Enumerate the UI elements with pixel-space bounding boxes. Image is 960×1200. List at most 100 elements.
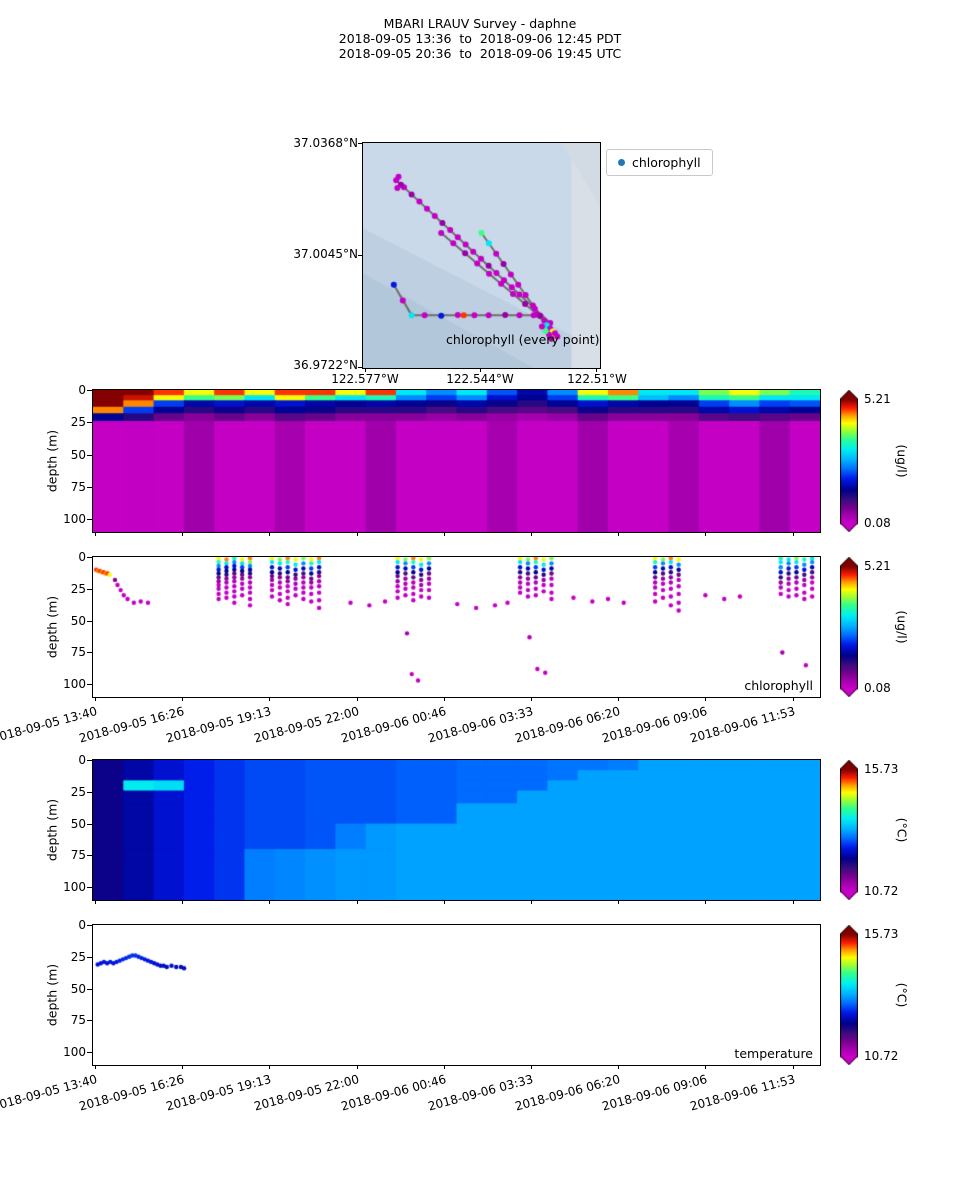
ytick-label: 0 [78,383,86,397]
ytick-mark [87,620,92,622]
ytick-label: 25 [70,949,86,964]
ytick-mark [87,887,92,889]
ytick-mark [87,823,92,825]
xtick-label: 2018-09-06 09:06 [600,704,709,746]
temp-contour-canvas [93,760,820,900]
map-xtick-mark [479,368,481,372]
xtick-mark [618,697,620,701]
legend-label: chlorophyll [632,155,701,170]
xtick-mark [95,900,97,904]
ytick-label: 75 [70,1013,86,1028]
xtick-mark [269,697,271,701]
xtick-mark [269,532,271,536]
xtick-mark [181,1065,183,1069]
cb3-unit-label: (°C) [894,817,910,843]
xtick-mark [618,900,620,904]
xtick-mark [443,1065,445,1069]
chl-scatter-axes [92,556,821,698]
cb2-unit-label: (ug/l) [894,610,910,644]
ytick-mark [87,486,92,488]
cb2-min-label: 0.08 [864,681,891,695]
map-ytick-top: 37.0368°N [293,136,358,150]
xtick-label: 2018-09-06 11:53 [688,704,797,746]
figure-title: MBARI LRAUV Survey - daphne 2018-09-05 1… [0,16,960,61]
title-line-3: 2018-09-05 20:36 to 2018-09-06 19:45 UTC [338,46,622,61]
xtick-label: 2018-09-05 22:00 [252,704,361,746]
xtick-label: 2018-09-06 00:46 [339,1072,448,1114]
ytick-label: 100 [63,677,86,692]
ytick-mark [87,390,92,391]
map-xtick-left: 122.577°W [331,372,399,386]
xtick-mark [181,697,183,701]
ytick-label: 0 [78,753,86,767]
xtick-mark [705,697,707,701]
xtick-mark [181,900,183,904]
xtick-mark [269,900,271,904]
ytick-label: 50 [70,447,86,462]
ytick-mark [87,684,92,686]
temp-scatter-canvas [93,925,820,1065]
xtick-mark [531,1065,533,1069]
temp-contour-axes [92,759,821,901]
map-ytick-mark [358,143,362,144]
ytick-label: 100 [63,1045,86,1060]
cb2-max-label: 5.21 [864,559,891,573]
map-ytick-mark [358,255,362,256]
map-legend: chlorophyll [606,149,713,176]
chl-contour-canvas [93,390,820,532]
map-xtick-mark [595,368,597,372]
ytick-label: 75 [70,848,86,863]
xtick-mark [95,697,97,701]
xtick-mark [443,697,445,701]
xtick-mark [356,532,358,536]
xtick-mark [531,532,533,536]
xtick-mark [705,532,707,536]
ytick-mark [87,557,92,558]
map-xtick-right: 122.51°W [567,372,627,386]
ytick-label: 0 [78,918,86,932]
ytick-label: 25 [70,784,86,799]
chlorophyll-marker-icon [618,159,625,166]
ytick-mark [87,1020,92,1022]
xtick-mark [356,1065,358,1069]
chl-contour-colorbar [840,390,858,532]
ytick-mark [87,791,92,793]
ytick-mark [87,588,92,590]
map-xtick-mid: 122.544°W [446,372,514,386]
ytick-label: 100 [63,880,86,895]
ytick-label: 50 [70,981,86,996]
title-line-1: MBARI LRAUV Survey - daphne [383,16,577,31]
xtick-mark [443,532,445,536]
xtick-label: 2018-09-05 22:00 [252,1072,361,1114]
cb1-unit-label: (ug/l) [894,444,910,478]
ytick-mark [87,988,92,990]
cb4-unit-label: (°C) [894,982,910,1008]
map-ytick-bottom: 36.9722°N [293,358,358,372]
temp-contour-colorbar [840,760,858,900]
ytick-mark [87,652,92,654]
xtick-label: 2018-09-05 19:13 [164,704,273,746]
xtick-mark [95,532,97,536]
ytick-label: 25 [70,415,86,430]
map-caption: chlorophyll (every point) [446,332,600,347]
ytick-mark [87,925,92,926]
ytick-mark [87,454,92,456]
ytick-mark [87,1052,92,1054]
xtick-mark [705,1065,707,1069]
xtick-label: 2018-09-06 11:53 [688,1072,797,1114]
cb4-max-label: 15.73 [864,927,899,941]
map-plot-canvas [363,143,600,368]
ytick-label: 75 [70,645,86,660]
xtick-mark [356,697,358,701]
ytick-mark [87,760,92,761]
xtick-mark [705,900,707,904]
ytick-label: 75 [70,479,86,494]
ytick-label: 0 [78,550,86,564]
xtick-label: 2018-09-05 19:13 [164,1072,273,1114]
temp-scatter-label: temperature [734,1046,813,1061]
ytick-label: 50 [70,816,86,831]
xtick-mark [531,900,533,904]
temp-scatter-colorbar [840,925,858,1065]
ytick-mark [87,855,92,857]
